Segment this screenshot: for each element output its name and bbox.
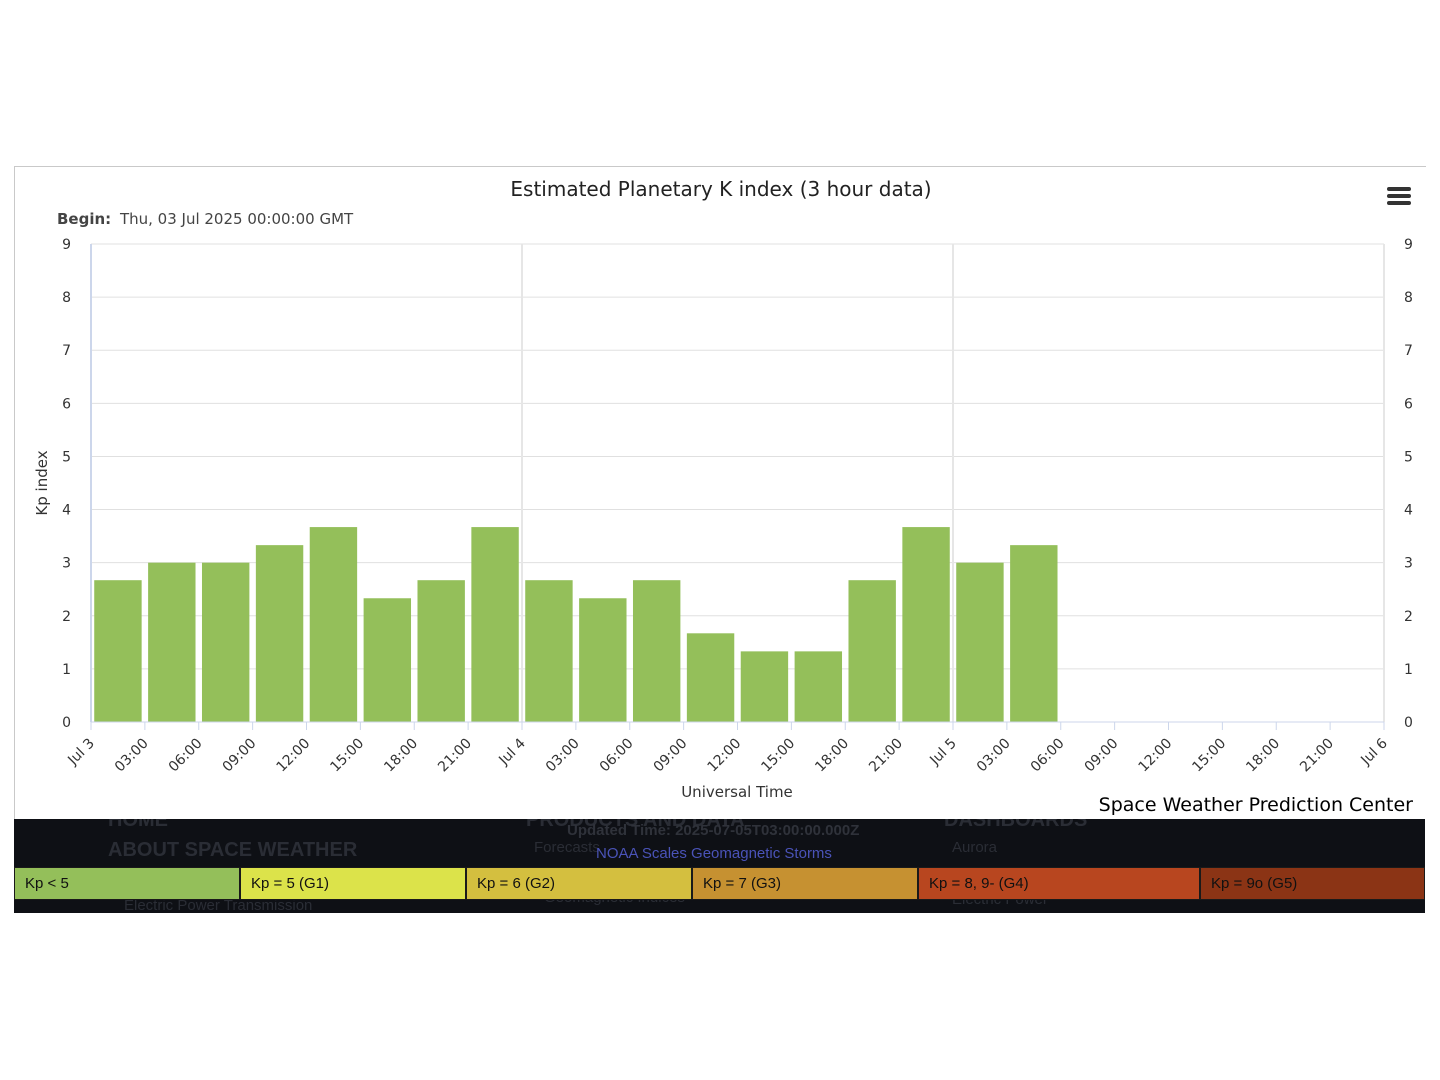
- y-tick-label-right: 1: [1404, 662, 1413, 678]
- y-tick-label-left: 3: [62, 556, 71, 572]
- x-tick-label: 06:00: [1028, 736, 1068, 776]
- x-tick-label: 18:00: [812, 736, 852, 776]
- credit-text: Space Weather Prediction Center: [1098, 794, 1413, 816]
- x-tick-label: Jul 3: [64, 736, 97, 769]
- kp-bar[interactable]: [956, 562, 1004, 722]
- y-tick-label-right: 3: [1404, 556, 1413, 572]
- kp-bar[interactable]: [148, 562, 196, 722]
- x-tick-label: 12:00: [1135, 736, 1175, 776]
- ghost-electric: Electric Power Transmission: [124, 897, 313, 913]
- y-axis-title: Kp index: [33, 450, 51, 515]
- ghost-home: HOME: [108, 819, 168, 831]
- x-tick-label: 18:00: [381, 736, 421, 776]
- scale-cell: Kp < 5: [14, 867, 240, 900]
- hamburger-menu-icon[interactable]: [1387, 187, 1411, 207]
- kp-bar[interactable]: [686, 633, 735, 722]
- ghost-aurora: Aurora: [952, 839, 998, 856]
- x-tick-label: 21:00: [866, 736, 906, 776]
- kp-bar[interactable]: [255, 545, 304, 722]
- y-tick-label-left: 9: [62, 237, 71, 253]
- chart-title: Estimated Planetary K index (3 hour data…: [510, 177, 931, 201]
- x-tick-label: 15:00: [327, 736, 367, 776]
- y-tick-label-left: 7: [62, 343, 71, 359]
- y-tick-label-right: 8: [1404, 290, 1413, 306]
- x-tick-label: 21:00: [1297, 736, 1337, 776]
- y-tick-label-right: 2: [1404, 609, 1413, 625]
- kp-bar[interactable]: [632, 580, 681, 722]
- x-tick-label: 06:00: [166, 736, 206, 776]
- kp-bar[interactable]: [848, 580, 896, 722]
- kp-bar[interactable]: [363, 598, 412, 722]
- x-tick-label: 21:00: [435, 736, 475, 776]
- scale-cell: Kp = 5 (G1): [240, 867, 466, 900]
- kp-bar[interactable]: [201, 562, 250, 722]
- x-tick-label: Jul 6: [1357, 735, 1390, 768]
- y-tick-label-right: 7: [1404, 343, 1413, 359]
- x-tick-label: 15:00: [758, 736, 798, 776]
- bars-layer: [94, 527, 1058, 722]
- x-tick-label: 03:00: [543, 736, 583, 776]
- kp-bar[interactable]: [309, 527, 358, 722]
- scale-cell: Kp = 9o (G5): [1200, 867, 1425, 900]
- x-tick-label: 09:00: [1082, 736, 1122, 776]
- x-tick-label: Jul 5: [926, 736, 959, 769]
- scale-cell: Kp = 7 (G3): [692, 867, 918, 900]
- kp-bar[interactable]: [794, 651, 843, 722]
- scales-title: NOAA Scales Geomagnetic Storms: [596, 845, 832, 862]
- y-tick-label-left: 2: [62, 609, 71, 625]
- y-tick-label-left: 5: [62, 449, 71, 465]
- x-tick-label: 12:00: [704, 736, 744, 776]
- scale-cell: Kp = 6 (G2): [466, 867, 692, 900]
- y-tick-label-right: 0: [1404, 715, 1413, 731]
- x-axis-title: Universal Time: [681, 783, 793, 801]
- y-tick-label-right: 4: [1404, 503, 1413, 519]
- kp-bar[interactable]: [579, 598, 627, 722]
- x-tick-label: 12:00: [273, 736, 313, 776]
- y-tick-label-left: 4: [62, 503, 71, 519]
- x-tick-label: 03:00: [974, 736, 1014, 776]
- x-tick-label: 06:00: [597, 736, 637, 776]
- ghost-products: PRODUCTS AND DATA: [526, 819, 745, 831]
- kp-bar-chart: 0 0 1 1 2 2 3 3 4 4 5 5 6 6 7 7 8 8 9 9 Jul 3 03:00 06:00 09:00…: [33, 177, 1413, 801]
- ghost-dashboards: DASHBOARDS: [944, 819, 1088, 831]
- y-tick-label-right: 6: [1404, 396, 1413, 412]
- kp-bar[interactable]: [525, 580, 573, 722]
- begin-subtitle: Begin: Thu, 03 Jul 2025 00:00:00 GMT: [57, 210, 354, 228]
- y-tick-label-right: 9: [1404, 237, 1413, 253]
- kp-bar[interactable]: [471, 527, 519, 722]
- ghost-forecasts: Forecasts: [534, 839, 600, 856]
- x-tick-label: 03:00: [112, 736, 152, 776]
- x-tick-label: 09:00: [651, 736, 691, 776]
- kp-bar[interactable]: [1010, 545, 1058, 722]
- x-tick-label: 15:00: [1189, 736, 1229, 776]
- updated-time: Updated Time: 2025-07-05T03:00:00.000Z: [567, 822, 860, 839]
- scale-bar: Kp < 5 Kp = 5 (G1) Kp = 6 (G2) Kp = 7 (G3) K…: [14, 867, 1425, 900]
- y-tick-label-left: 8: [62, 290, 71, 306]
- scales-footer: HOME ABOUT SPACE WEATHER Electric Power …: [14, 819, 1425, 913]
- kp-bar[interactable]: [902, 527, 950, 722]
- y-tick-label-right: 5: [1404, 449, 1413, 465]
- kp-bar[interactable]: [94, 580, 142, 722]
- x-tick-label: 18:00: [1243, 736, 1283, 776]
- y-tick-label-left: 0: [62, 715, 71, 731]
- x-tick-label: 09:00: [220, 736, 260, 776]
- y-tick-label-left: 6: [62, 396, 71, 412]
- kp-bar[interactable]: [417, 580, 465, 722]
- x-tick-label: Jul 4: [495, 735, 528, 768]
- chart-panel: 0 0 1 1 2 2 3 3 4 4 5 5 6 6 7 7 8 8 9 9 Jul 3 03:00 06:00 09:00…: [14, 166, 1426, 820]
- y-tick-label-left: 1: [62, 662, 71, 678]
- ghost-about: ABOUT SPACE WEATHER: [108, 839, 358, 861]
- kp-bar[interactable]: [740, 651, 789, 722]
- begin-label: Begin:: [57, 210, 111, 228]
- scale-cell: Kp = 8, 9- (G4): [918, 867, 1200, 900]
- begin-value: Thu, 03 Jul 2025 00:00:00 GMT: [119, 210, 354, 228]
